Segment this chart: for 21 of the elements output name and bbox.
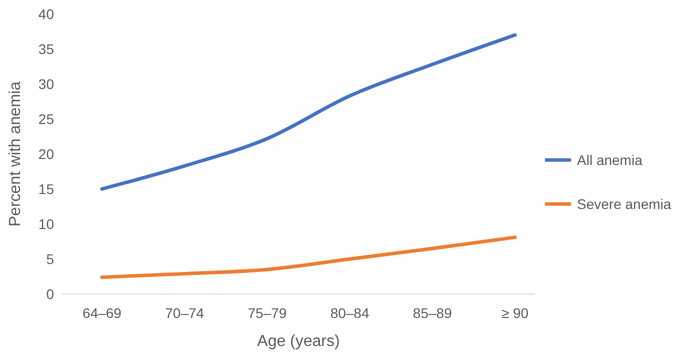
y-axis-title: Percent with anemia <box>7 81 24 226</box>
legend-label: All anemia <box>577 152 643 168</box>
y-tick-label: 5 <box>46 250 54 267</box>
y-tick-label: 20 <box>38 146 54 162</box>
line-series <box>100 236 517 279</box>
legend-label: Severe anemia <box>577 196 672 212</box>
x-tick-label: 64–69 <box>82 305 122 321</box>
x-tick-label: 85–89 <box>412 305 452 321</box>
y-tick-label: 25 <box>38 110 54 127</box>
y-tick-label: 0 <box>46 286 54 302</box>
x-tick-label: 80–84 <box>330 305 370 321</box>
y-tick-label: 35 <box>38 40 54 57</box>
y-tick-label: 15 <box>38 180 54 197</box>
x-tick-label: 75–79 <box>248 305 287 321</box>
x-axis-title: Age (years) <box>257 333 340 350</box>
line-series <box>100 33 517 191</box>
y-tick-label: 30 <box>38 76 54 92</box>
y-tick-label: 10 <box>38 216 54 232</box>
y-tick-label: 40 <box>38 6 54 22</box>
x-tick-label: 70–74 <box>165 305 204 321</box>
x-tick-label: ≥ 90 <box>501 305 529 321</box>
